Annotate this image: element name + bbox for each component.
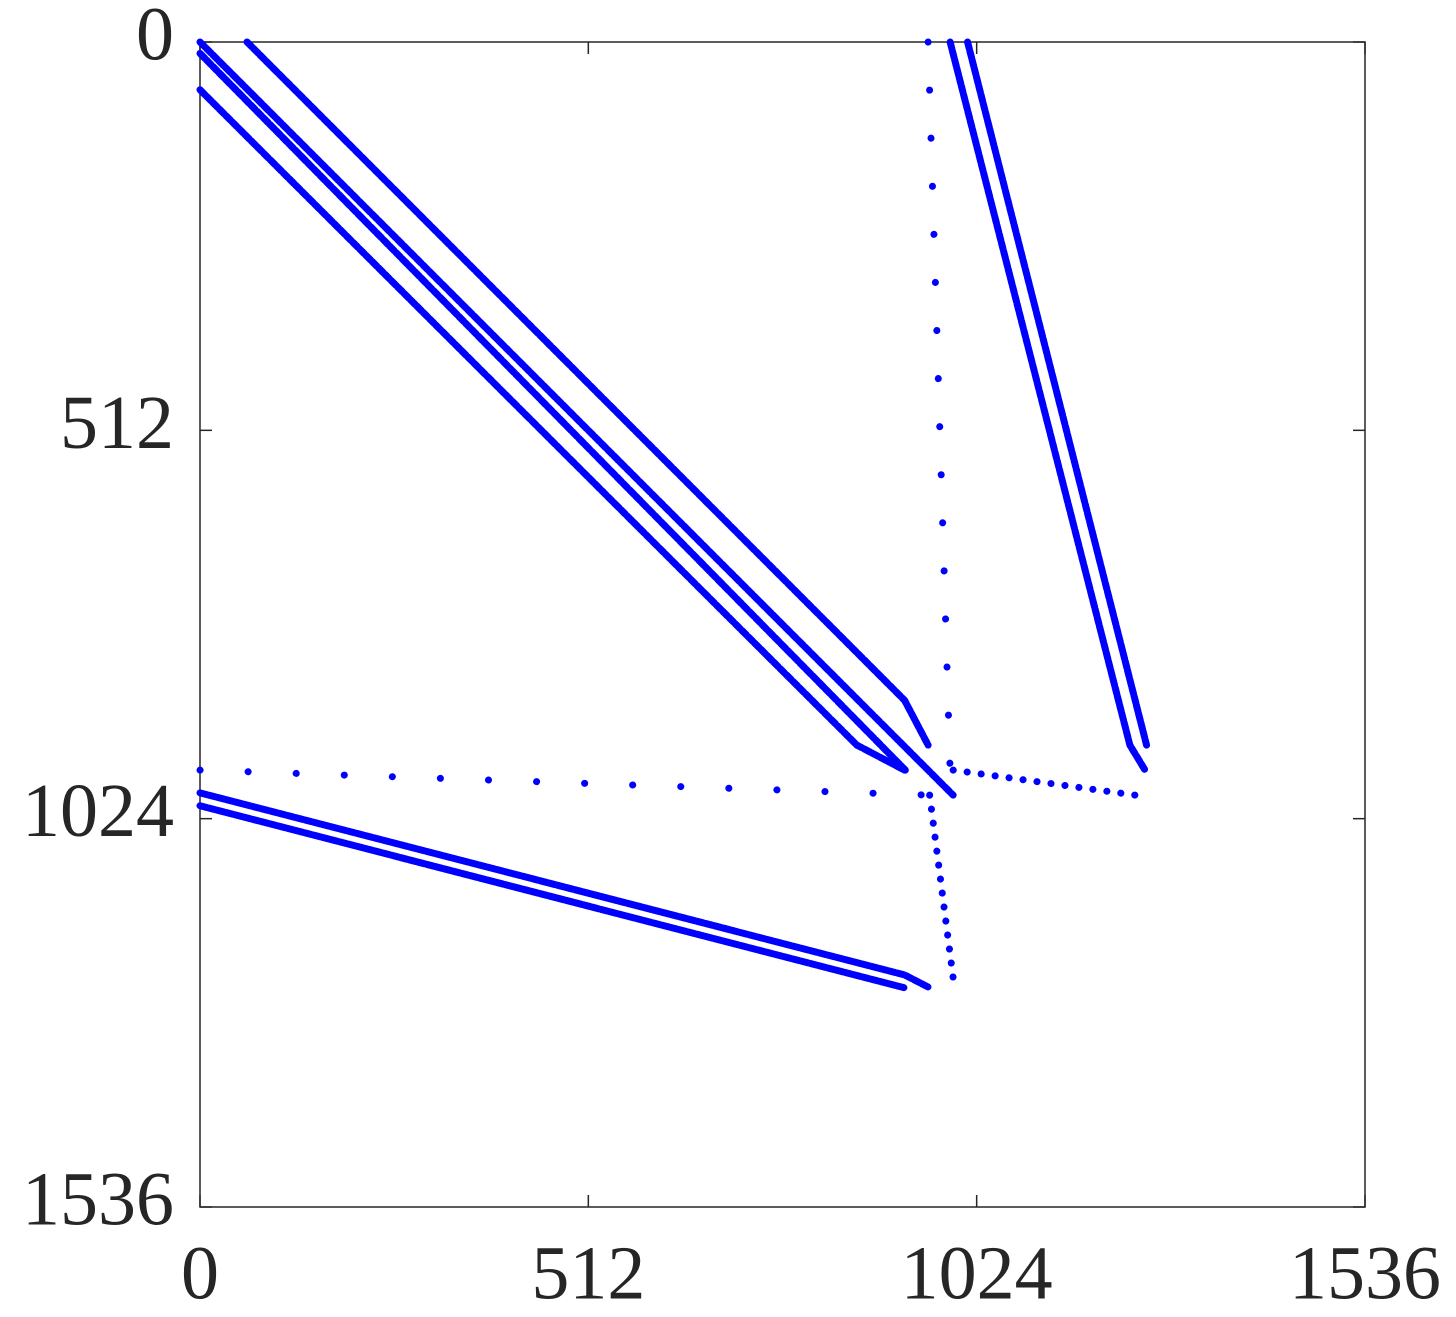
y-tick-label: 0 — [136, 0, 174, 76]
sparsity-band — [964, 38, 1151, 749]
sparsity-band — [946, 38, 1149, 774]
y-tick-label: 512 — [60, 381, 174, 465]
sparsity-band — [196, 38, 957, 799]
x-tick-label: 1536 — [1289, 1231, 1441, 1315]
y-tick-label: 1024 — [22, 769, 174, 853]
plot-frame — [199, 41, 1366, 1208]
sparsity-band — [243, 38, 932, 749]
sparsity-band — [196, 49, 909, 774]
sparsity-band — [949, 766, 1139, 799]
y-tick-label: 1536 — [22, 1157, 174, 1241]
sparsity-band — [196, 766, 934, 799]
sparsity-band — [196, 789, 934, 992]
x-tick-label: 512 — [531, 1231, 645, 1315]
sparsity-band — [196, 86, 909, 774]
sparsity-band — [924, 38, 954, 774]
sparsity-band — [926, 791, 957, 982]
x-tick-label: 1024 — [901, 1231, 1053, 1315]
sparsity-band — [196, 802, 909, 992]
x-tick-label: 0 — [181, 1231, 219, 1315]
